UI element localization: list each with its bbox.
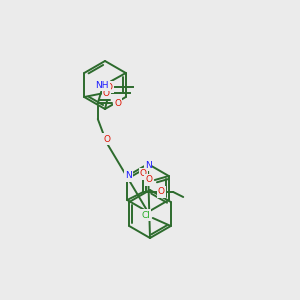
- Text: Cl: Cl: [141, 211, 150, 220]
- Text: O: O: [158, 188, 165, 196]
- Text: NH: NH: [95, 80, 109, 89]
- Text: O: O: [114, 98, 121, 107]
- Text: O: O: [103, 88, 110, 98]
- Text: N: N: [125, 172, 132, 181]
- Text: O: O: [140, 169, 147, 178]
- Text: O: O: [145, 176, 152, 184]
- Text: O: O: [106, 82, 112, 91]
- Text: O: O: [103, 134, 110, 143]
- Text: N: N: [145, 160, 152, 169]
